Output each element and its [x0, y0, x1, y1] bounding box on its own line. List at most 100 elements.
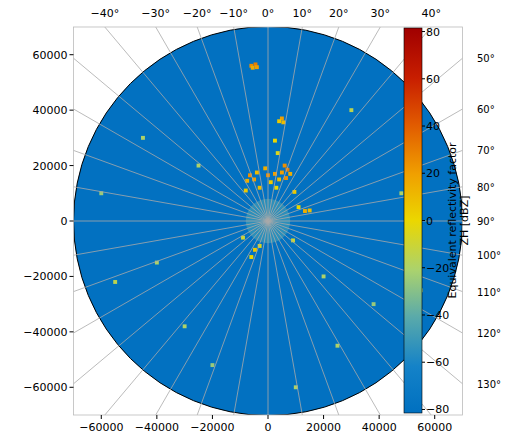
echo-cell — [284, 176, 288, 180]
azimuth-label: 60° — [477, 104, 495, 115]
colorbar-tick-label: 80 — [426, 26, 440, 39]
echo-cell — [273, 139, 277, 143]
azimuth-label: −20° — [183, 7, 212, 20]
azimuth-label: 70° — [477, 145, 495, 156]
azimuth-label: 50° — [477, 53, 495, 64]
echo-cell — [277, 119, 281, 123]
x-tick-label: −40000 — [135, 421, 179, 434]
echo-cell — [281, 120, 285, 124]
y-tick-label: 0 — [61, 215, 68, 228]
x-tick — [323, 415, 324, 419]
echo-cell — [277, 177, 281, 181]
echo-cell — [263, 166, 267, 170]
y-tick-label: 60000 — [33, 49, 68, 62]
x-tick-label: −60000 — [79, 421, 123, 434]
colorbar-tick — [422, 362, 425, 363]
azimuth-label: 110° — [477, 287, 501, 298]
echo-cell — [372, 302, 376, 306]
colorbar-tick — [422, 409, 425, 410]
echo-cell — [274, 186, 278, 190]
echo-cell — [336, 344, 340, 348]
x-tick-label: 60000 — [417, 421, 452, 434]
y-tick-label: −20000 — [23, 270, 67, 283]
azimuth-label: 40° — [421, 7, 441, 20]
colorbar-tick — [422, 31, 425, 32]
echo-cell — [251, 66, 255, 70]
y-tick — [70, 165, 74, 166]
x-tick — [101, 415, 102, 419]
x-tick-label: 0 — [265, 421, 272, 434]
colorbar-tick — [422, 78, 425, 79]
azimuth-label: −10° — [219, 7, 248, 20]
echo-cell — [249, 255, 253, 259]
azimuth-label: 120° — [477, 328, 501, 339]
chart: −60000−40000−200000200004000060000−60000… — [0, 0, 508, 447]
y-tick-label: −40000 — [23, 326, 67, 339]
azimuth-label: −40° — [90, 7, 119, 20]
y-tick — [70, 331, 74, 332]
echo-cell — [244, 189, 248, 193]
y-tick — [70, 54, 74, 55]
y-tick — [70, 387, 74, 388]
colorbar-tick — [422, 173, 425, 174]
colorbar-tick-label: −80 — [426, 403, 449, 416]
colorbar-tick-label: −60 — [426, 356, 449, 369]
colorbar-tick-label: 20 — [426, 167, 440, 180]
echo-cell — [297, 205, 301, 209]
echo-cell — [399, 191, 403, 195]
echo-cell — [292, 190, 296, 194]
x-tick — [379, 415, 380, 419]
colorbar-tick — [422, 220, 425, 221]
azimuth-label: 30° — [371, 7, 391, 20]
echo-cell — [183, 324, 187, 328]
colorbar-tick — [422, 126, 425, 127]
azimuth-label: −30° — [141, 7, 170, 20]
echo-cell — [258, 186, 262, 190]
grid-line — [74, 27, 463, 415]
echo-cell — [280, 171, 284, 175]
y-tick-label: 20000 — [33, 160, 68, 173]
y-tick — [70, 110, 74, 111]
echo-cell — [283, 164, 287, 168]
x-tick-label: −20000 — [190, 421, 234, 434]
echo-cell — [276, 151, 280, 155]
echo-cell — [308, 209, 312, 213]
x-tick — [156, 415, 157, 419]
echo-cell — [349, 108, 353, 112]
echo-cell — [303, 209, 307, 213]
echo-cell — [288, 172, 292, 176]
chart-root: −60000−40000−200000200004000060000−60000… — [0, 0, 508, 447]
colorbar-label: ZH [dBZ] — [458, 196, 471, 246]
x-tick — [212, 415, 213, 419]
azimuth-label: 90° — [477, 216, 495, 227]
azimuth-label: 20° — [329, 7, 349, 20]
azimuth-label: 130° — [477, 379, 501, 390]
echo-cell — [322, 274, 326, 278]
plot-frame — [74, 27, 463, 415]
y-tick — [70, 221, 74, 222]
echo-cell — [253, 248, 257, 252]
x-tick-label: 20000 — [306, 421, 341, 434]
echo-cell — [210, 363, 214, 367]
azimuth-label: 10° — [293, 7, 313, 20]
echo-cell — [255, 171, 259, 175]
colorbar-tick-label: 40 — [426, 120, 440, 133]
echo-cell — [269, 180, 273, 184]
y-tick-label: 40000 — [33, 104, 68, 117]
azimuth-label: 80° — [477, 182, 495, 193]
echo-cell — [113, 280, 117, 284]
colorbar-tick-label: 60 — [426, 73, 440, 86]
grid — [74, 27, 463, 415]
azimuth-label: 100° — [477, 250, 501, 261]
colorbar-tick-label: −40 — [426, 309, 449, 322]
colorbar — [404, 28, 422, 413]
y-tick — [70, 276, 74, 277]
plot-area — [74, 27, 463, 415]
x-tick-label: 40000 — [362, 421, 397, 434]
colorbar-tick-label: 0 — [426, 215, 433, 228]
y-tick-label: −60000 — [23, 381, 67, 394]
x-tick — [268, 415, 269, 419]
colorbar-tick — [422, 267, 425, 268]
azimuth-label: 0° — [262, 7, 275, 20]
echo-cell — [255, 65, 259, 69]
